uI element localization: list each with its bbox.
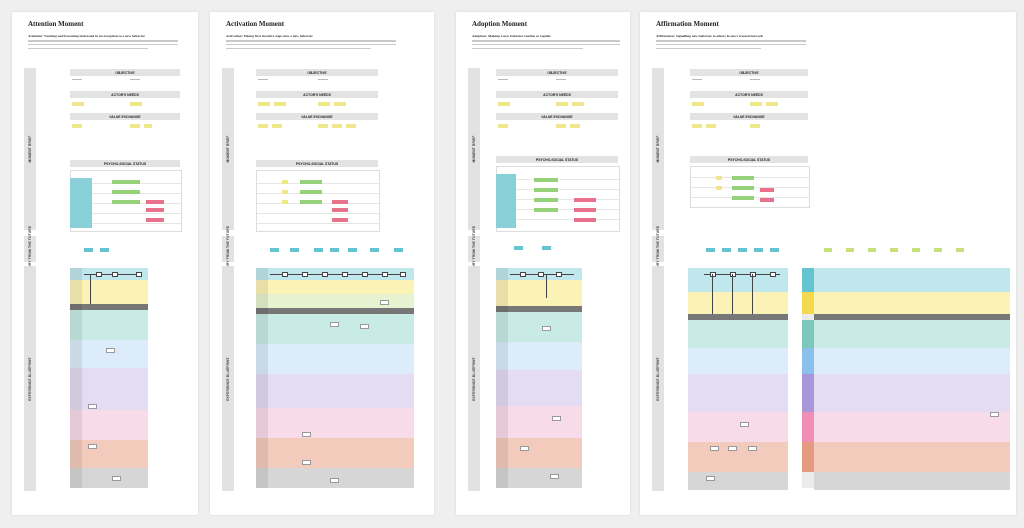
board-title: Adoption Moment [472,20,528,28]
rail-story: STORY FROM THE FUTURE [24,226,36,272]
board-subtitle: Affirmation: Signalling new behavior to … [656,34,763,38]
story-tag [100,248,109,252]
story-tag [84,248,93,252]
actors-needs-header: ACTOR'S NEEDS [496,91,618,98]
rail-story: STORY FROM THE FUTURE [468,226,480,272]
board-title: Affirmation Moment [656,20,719,28]
rail-moment-brief: MOMENT BRIEF [652,68,664,230]
rail-experience: EXPERIENCE BLUEPRINT [222,266,234,491]
psycho-social-table [496,166,620,232]
psycho-social-header: PSYCHO-SOCIAL STATUS [690,156,808,163]
rail-experience: EXPERIENCE BLUEPRINT [468,266,480,491]
board-affirmation: Affirmation Moment Affirmation: Signalli… [640,12,1016,515]
board-description [472,40,620,56]
board-attention: Attention Moment Attention: Noticing and… [12,12,198,515]
psycho-social-header: PSYCHO-SOCIAL STATUS [496,156,618,163]
value-exchange-header: VALUE EXCHANGE [256,113,378,120]
actors-needs-header: ACTOR'S NEEDS [690,91,808,98]
value-exchange-header: VALUE EXCHANGE [70,113,180,120]
board-subtitle: Activation: Taking first iterative steps… [226,34,313,38]
rail-experience: EXPERIENCE BLUEPRINT [652,266,664,491]
value-exchange-header: VALUE EXCHANGE [690,113,808,120]
board-activation: Activation Moment Activation: Taking fir… [210,12,434,515]
psycho-social-header: PSYCHO-SOCIAL STATUS [256,160,378,167]
psycho-social-header: PSYCHO-SOCIAL STATUS [70,160,180,167]
objective-header: OBJECTIVE [690,69,808,76]
rail-moment-brief: MOMENT BRIEF [468,68,480,230]
board-description [226,40,396,56]
rail-moment-brief: MOMENT BRIEF [222,68,234,230]
rail-story: STORY FROM THE FUTURE [222,226,234,272]
board-description [28,40,178,56]
board-description [656,40,806,56]
rail-experience: EXPERIENCE BLUEPRINT [24,266,36,491]
value-exchange-header: VALUE EXCHANGE [496,113,618,120]
board-adoption: Adoption Moment Adoption: Making a new b… [456,12,630,515]
board-title: Attention Moment [28,20,84,28]
actors-needs-header: ACTOR'S NEEDS [256,91,378,98]
objective-header: OBJECTIVE [496,69,618,76]
objective-header: OBJECTIVE [70,69,180,76]
board-subtitle: Attention: Noticing and becoming interes… [28,34,146,38]
board-title: Activation Moment [226,20,285,28]
rail-moment-brief: MOMENT BRIEF [24,68,36,230]
rail-story: STORY FROM THE FUTURE [652,226,664,272]
objective-header: OBJECTIVE [256,69,378,76]
board-subtitle: Adoption: Making a new behavior routine … [472,34,551,38]
actors-needs-header: ACTOR'S NEEDS [70,91,180,98]
